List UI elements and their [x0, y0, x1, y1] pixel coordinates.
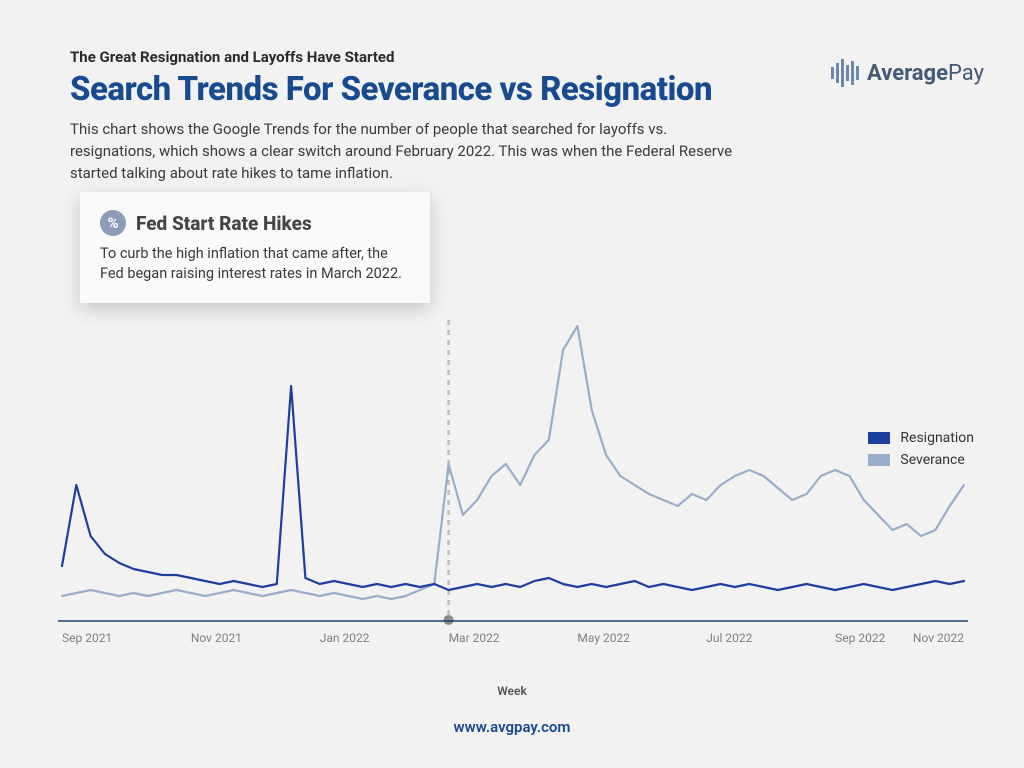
callout-title: Fed Start Rate Hikes [136, 212, 312, 235]
callout-body: To curb the high inflation that came aft… [100, 244, 410, 285]
svg-text:Sep 2021: Sep 2021 [62, 631, 112, 645]
header-subtitle: The Great Resignation and Layoffs Have S… [70, 48, 954, 66]
header-description: This chart shows the Google Trends for t… [70, 119, 750, 184]
logo-bars-icon [831, 58, 859, 88]
legend-swatch [868, 432, 890, 444]
brand-logo: AveragePay [831, 58, 984, 88]
svg-text:Nov 2022: Nov 2022 [913, 631, 964, 645]
x-axis-title: Week [0, 684, 1024, 698]
legend-swatch [868, 454, 890, 466]
footer-link[interactable]: www.avgpay.com [0, 718, 1024, 736]
percent-icon: % [100, 210, 126, 236]
logo-text: AveragePay [867, 61, 984, 86]
chart-legend: Resignation Severance [868, 430, 974, 474]
page-title: Search Trends For Severance vs Resignati… [70, 70, 954, 109]
svg-text:Sep 2022: Sep 2022 [835, 631, 885, 645]
chart-svg: Sep 2021 Nov 2021 Jan 2022 Mar 2022 May 2022… [58, 320, 968, 670]
trends-line-chart: Sep 2021 Nov 2021 Jan 2022 Mar 2022 May 2022… [58, 320, 968, 670]
svg-text:Mar 2022: Mar 2022 [449, 631, 500, 645]
legend-label: Severance [900, 452, 964, 468]
svg-text:Nov 2021: Nov 2021 [191, 631, 242, 645]
annotation-callout: % Fed Start Rate Hikes To curb the high … [80, 192, 430, 303]
legend-label: Resignation [900, 430, 974, 446]
legend-item: Severance [868, 452, 974, 468]
legend-item: Resignation [868, 430, 974, 446]
svg-text:May 2022: May 2022 [577, 631, 630, 645]
svg-text:Jan 2022: Jan 2022 [320, 631, 370, 645]
svg-text:Jul 2022: Jul 2022 [706, 631, 752, 645]
